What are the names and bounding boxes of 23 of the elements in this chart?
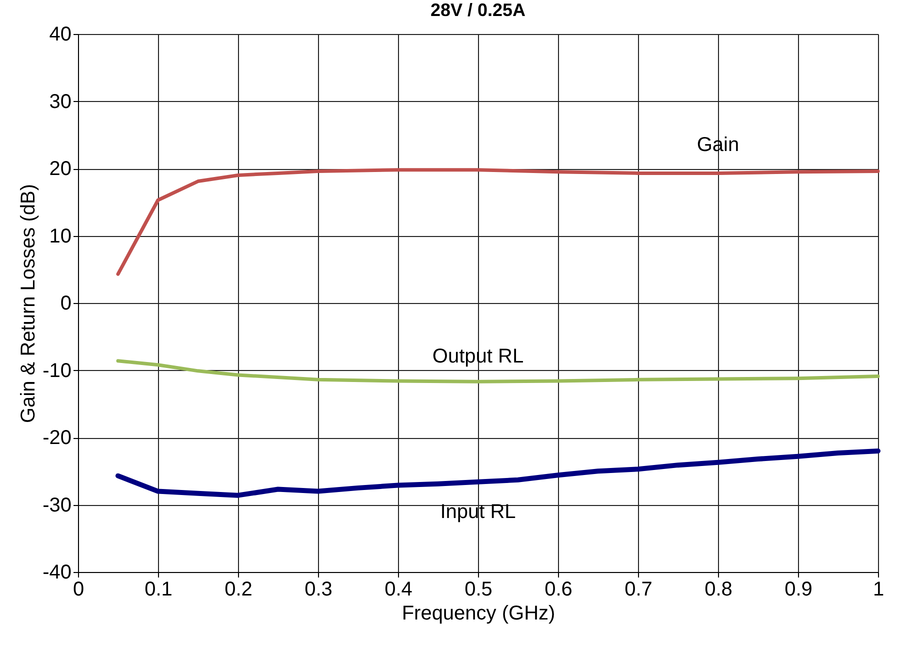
x-tick-label: 0.5 bbox=[464, 578, 492, 600]
y-tick-label: -30 bbox=[42, 494, 72, 516]
x-tick-label: 0.7 bbox=[624, 578, 652, 600]
chart-title: 28V / 0.25A bbox=[430, 0, 526, 20]
y-tick-label: 0 bbox=[60, 292, 72, 314]
y-tick-label: -10 bbox=[42, 360, 72, 382]
x-tick-label: 0.9 bbox=[784, 578, 812, 600]
x-tick-label: 0.3 bbox=[304, 578, 332, 600]
x-tick-label: 0.6 bbox=[544, 578, 572, 600]
y-axis-title: Gain & Return Losses (dB) bbox=[18, 184, 40, 423]
y-tick-label: 20 bbox=[49, 158, 72, 180]
x-axis-title: Frequency (GHz) bbox=[402, 602, 556, 624]
x-tick-label: 0.2 bbox=[224, 578, 252, 600]
x-tick-label: 0.8 bbox=[704, 578, 732, 600]
y-tick-label: 40 bbox=[49, 24, 72, 46]
y-tick-label: 10 bbox=[49, 225, 72, 248]
x-tick-label: 0.4 bbox=[384, 578, 412, 600]
line-series bbox=[116, 168, 880, 276]
y-tick-label: -20 bbox=[42, 427, 72, 449]
x-tick-label: 1 bbox=[872, 578, 884, 600]
y-tick-label: 30 bbox=[49, 90, 72, 113]
y-tick-label: -40 bbox=[42, 562, 72, 584]
x-tick-label: 0.1 bbox=[144, 578, 172, 600]
